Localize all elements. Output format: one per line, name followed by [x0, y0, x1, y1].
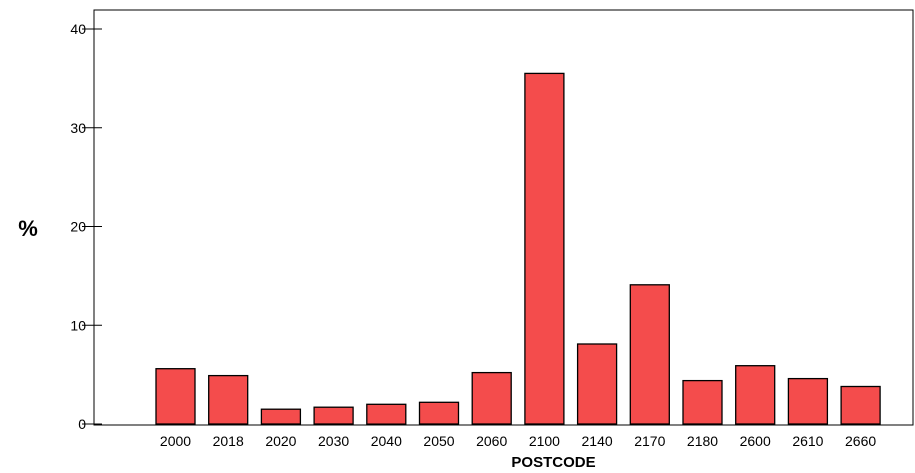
x-tick-label-2018: 2018	[213, 433, 244, 449]
bar-2020	[260, 408, 302, 425]
y-tick-label-20: 20	[70, 219, 86, 235]
x-tick-label-2100: 2100	[529, 433, 560, 449]
y-axis-title: %	[18, 216, 38, 241]
bar-2000	[155, 368, 196, 425]
bar-2018	[208, 374, 249, 425]
x-tick-label-2170: 2170	[634, 433, 665, 449]
x-tick-label-2050: 2050	[423, 433, 454, 449]
plot-border	[93, 9, 914, 426]
bars-group	[155, 72, 881, 425]
x-tick-label-2610: 2610	[792, 433, 823, 449]
x-tick-label-2140: 2140	[582, 433, 613, 449]
x-tick-label-2040: 2040	[371, 433, 402, 449]
plot-frame	[93, 9, 914, 426]
bar-2050	[418, 401, 460, 425]
x-tick-label-2660: 2660	[845, 433, 876, 449]
bar-2030	[313, 406, 354, 425]
y-tick-label-40: 40	[70, 21, 86, 37]
bar-2600	[735, 365, 776, 425]
x-tick-label-2060: 2060	[476, 433, 507, 449]
y-axis-ticks: 0 10 20 30 40	[70, 21, 102, 432]
x-tick-label-2020: 2020	[265, 433, 296, 449]
bar-2040	[366, 403, 407, 425]
x-tick-label-2000: 2000	[160, 433, 191, 449]
bar-2610	[787, 377, 829, 425]
x-axis-title: POSTCODE	[511, 454, 595, 471]
bar-2060	[471, 371, 512, 425]
bar-2180	[682, 379, 723, 425]
y-tick-label-0: 0	[78, 416, 86, 432]
y-tick-label-30: 30	[70, 120, 86, 136]
bar-2660	[840, 385, 881, 425]
x-tick-label-2180: 2180	[687, 433, 718, 449]
bar-2170	[629, 284, 670, 425]
bar-2140	[576, 343, 618, 425]
bar-2100	[524, 72, 565, 425]
x-tick-label-2600: 2600	[740, 433, 771, 449]
y-tick-label-10: 10	[70, 317, 86, 333]
x-tick-labels: 2000 2018 2020 2030 2040 2050 2060 2100 2140 2170…	[160, 433, 876, 449]
x-tick-label-2030: 2030	[318, 433, 349, 449]
